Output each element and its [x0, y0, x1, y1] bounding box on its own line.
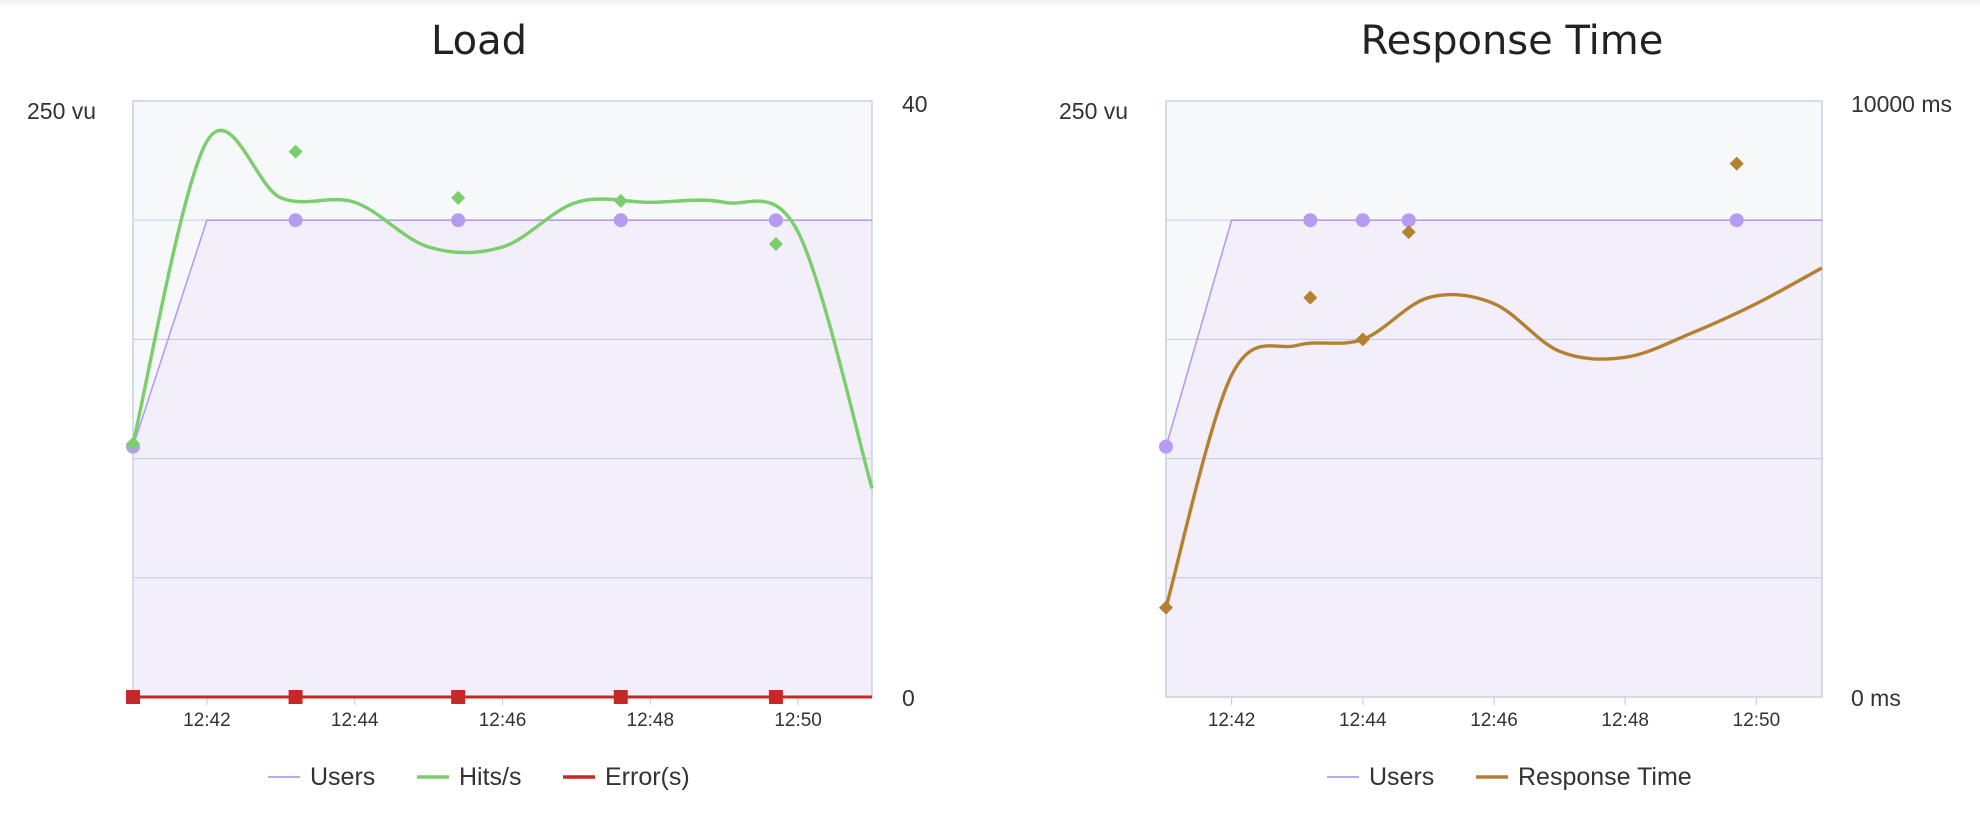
y-right-top-label: 10000 ms — [1851, 91, 1952, 117]
y-left-label: 250 vu — [27, 98, 96, 124]
users-point — [1355, 213, 1370, 228]
y-right-bottom-label: 0 ms — [1851, 685, 1901, 711]
legend-label: Response Time — [1518, 763, 1692, 791]
error-s-point — [451, 690, 466, 704]
x-tick-label: 12:42 — [1208, 710, 1256, 731]
x-tick-label: 12:42 — [183, 710, 231, 731]
x-tick-label: 12:48 — [627, 710, 675, 731]
y-right-top-label: 40 — [902, 91, 928, 117]
error-s-point — [768, 690, 783, 704]
legend-item-error-s[interactable]: Error(s) — [563, 763, 690, 791]
legend-label: Hits/s — [459, 763, 522, 791]
users-point — [1159, 439, 1173, 454]
response-time-point — [1355, 332, 1370, 347]
users-line — [1165, 219, 1822, 447]
y-right-bottom-label: 0 — [902, 685, 915, 711]
x-tick-label: 12:50 — [1733, 710, 1781, 731]
x-tick-label: 12:46 — [479, 710, 527, 731]
users-point — [613, 213, 628, 228]
users-point — [768, 213, 783, 228]
users-point — [1401, 213, 1416, 228]
chart-title: Response Time — [1361, 18, 1664, 64]
x-tick-label: 12:46 — [1470, 710, 1518, 731]
response-time-point — [1303, 290, 1318, 305]
chart-title: Load — [431, 18, 527, 64]
users-point — [1303, 213, 1318, 228]
hits-s-point — [126, 436, 140, 451]
legend-label: Error(s) — [605, 763, 690, 791]
hits-s-line — [131, 128, 874, 489]
response-time-line — [1164, 266, 1823, 609]
legend-item-users[interactable]: Users — [268, 763, 375, 791]
users-point — [1729, 213, 1744, 228]
hits-s-point — [288, 144, 303, 159]
chart-response-time: Response Time 12:42 12:44 12:46 12:48 12:50 25… — [1059, 18, 1952, 791]
hits-s-point — [613, 193, 628, 208]
legend-label: Users — [310, 763, 375, 791]
error-s-point — [126, 690, 140, 704]
users-point — [288, 213, 303, 228]
error-s-point — [613, 690, 628, 704]
users-line — [132, 219, 872, 447]
chart-load: Load 12:42 12:44 12:46 12:48 12:50 250 vu 40 0 Us… — [27, 18, 928, 791]
x-tick-label: 12:50 — [774, 710, 822, 731]
x-tick-label: 12:48 — [1601, 710, 1649, 731]
hits-s-point — [451, 190, 466, 205]
error-s-point — [288, 690, 303, 704]
response-time-point — [1401, 225, 1416, 240]
y-left-label: 250 vu — [1059, 98, 1128, 124]
legend-item-response-time[interactable]: Response Time — [1476, 763, 1692, 791]
response-time-point — [1159, 600, 1173, 615]
x-tick-label: 12:44 — [331, 710, 379, 731]
top-shadow — [0, 0, 1980, 8]
response-time-point — [1729, 156, 1744, 171]
hits-s-point — [768, 237, 783, 252]
legend-label: Users — [1369, 763, 1434, 791]
legend-item-hits-s[interactable]: Hits/s — [417, 763, 522, 791]
legend-item-users[interactable]: Users — [1327, 763, 1434, 791]
x-tick-label: 12:44 — [1339, 710, 1387, 731]
users-point — [451, 213, 466, 228]
